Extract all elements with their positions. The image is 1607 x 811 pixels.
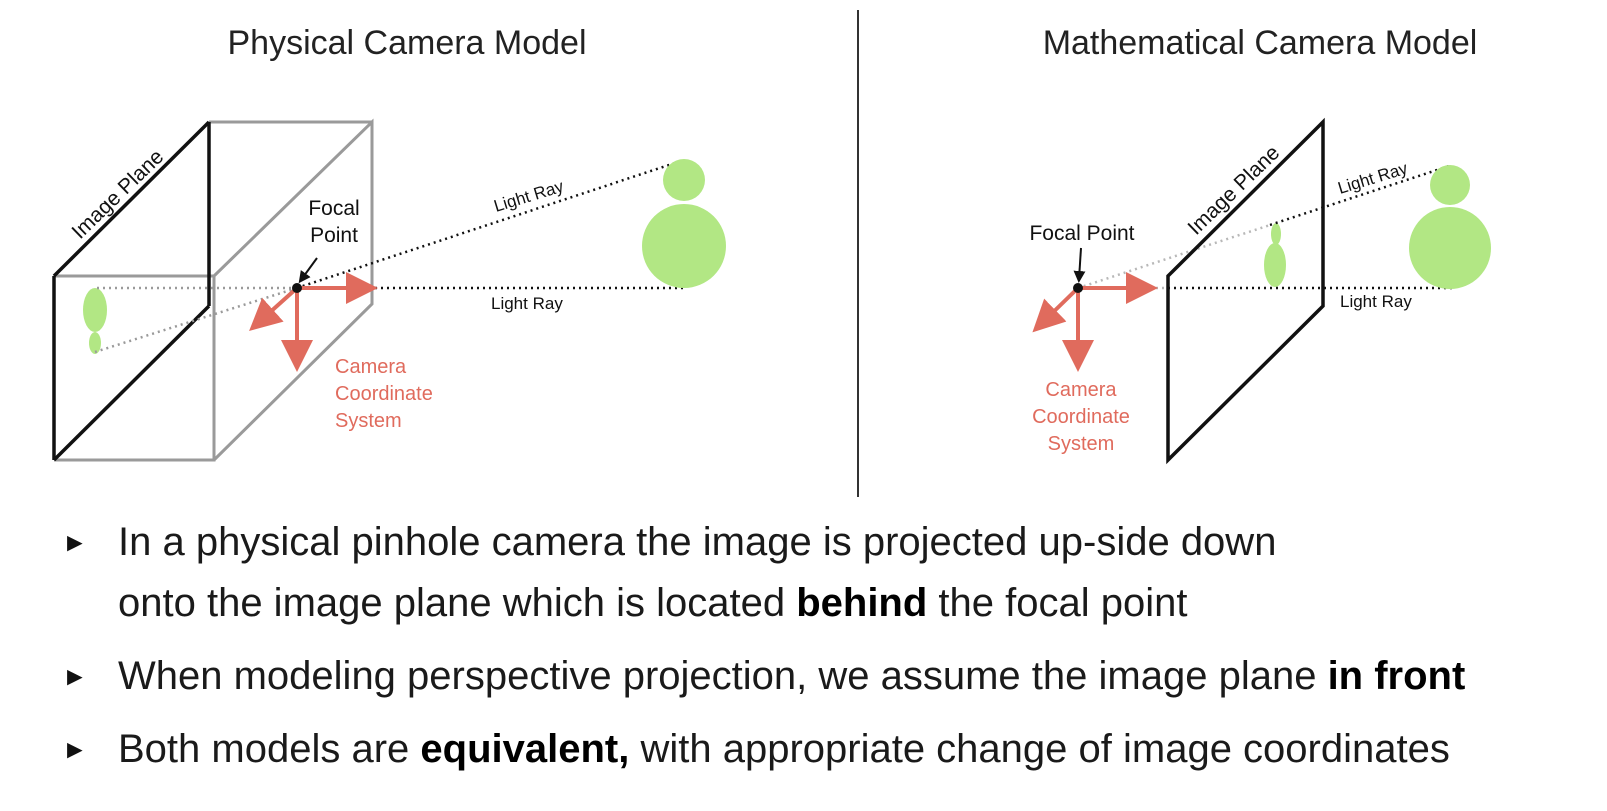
focal-pointer-right [1073, 247, 1086, 283]
bullet-bold: behind [796, 581, 928, 625]
object-head [663, 159, 705, 201]
coord-label-right-line1: Camera [1045, 379, 1117, 401]
image-plane-front [1166, 117, 1325, 465]
coord-label-line1: Camera [335, 356, 407, 378]
mathematical-camera-panel: Mathematical Camera Model Image Plane Li… [1029, 24, 1491, 465]
image-plane-label: Image Plane [67, 145, 168, 243]
light-ray-label-top: Light Ray [492, 177, 567, 216]
bullet-text: When modeling perspective projection, we… [118, 654, 1328, 698]
ray-top-far [1269, 163, 1453, 227]
focal-pointer [298, 257, 318, 284]
coord-label-right-line2: Coordinate [1032, 406, 1130, 428]
plane-image-body [1264, 243, 1286, 287]
bullet-item-perspective: ► When modeling perspective projection, … [62, 646, 1582, 707]
bullet-item-equivalent: ► Both models are equivalent, with appro… [62, 719, 1582, 780]
camera-axes [249, 272, 378, 372]
bullet-text: with appropriate change of image coordin… [629, 727, 1450, 771]
inverted-image-head [89, 332, 101, 354]
bullet-text: onto the image plane which is located [118, 581, 797, 625]
focal-label-right: Focal Point [1029, 222, 1134, 245]
coord-label-line3: System [335, 410, 402, 432]
bullet-text: Both models are [118, 727, 421, 771]
bullet-text: In a physical pinhole camera the image i… [118, 520, 1277, 564]
physical-camera-panel: Physical Camera Model Image Plane Light … [52, 24, 726, 462]
light-ray-label-bottom-right: Light Ray [1340, 292, 1412, 311]
image-plane-back [52, 120, 211, 462]
focal-point-dot [292, 283, 302, 293]
mathematical-panel-title: Mathematical Camera Model [1043, 24, 1478, 62]
object-body [642, 204, 726, 288]
bullet-list: ► In a physical pinhole camera the image… [62, 512, 1582, 792]
focal-label-line2: Point [310, 224, 358, 247]
physical-panel-title: Physical Camera Model [227, 24, 586, 62]
camera-box [54, 118, 374, 462]
camera-models-diagram: Physical Camera Model Image Plane Light … [52, 10, 1491, 497]
coord-label-line2: Coordinate [335, 383, 433, 405]
bullet-item-physical: ► In a physical pinhole camera the image… [62, 512, 1582, 634]
plane-image-head [1271, 223, 1281, 245]
bullet-marker: ► [62, 527, 88, 557]
image-plane-label-right: Image Plane [1183, 141, 1284, 239]
bullet-text: the focal point [927, 581, 1188, 625]
ray-top-near [1077, 223, 1271, 290]
bullet-bold: in front [1327, 654, 1466, 698]
focal-point-dot-right [1073, 283, 1083, 293]
light-ray-label-bottom: Light Ray [491, 294, 563, 313]
object-body-right [1409, 207, 1491, 289]
ray-top [296, 159, 682, 290]
coord-label-right-line3: System [1048, 433, 1115, 455]
inverted-image-body [83, 288, 107, 332]
bullet-marker: ► [62, 661, 88, 691]
object-head-right [1430, 165, 1470, 205]
bullet-marker: ► [62, 734, 88, 764]
bullet-bold: equivalent, [420, 727, 630, 771]
camera-axes-right [1032, 272, 1158, 372]
focal-label-line1: Focal [308, 197, 359, 220]
